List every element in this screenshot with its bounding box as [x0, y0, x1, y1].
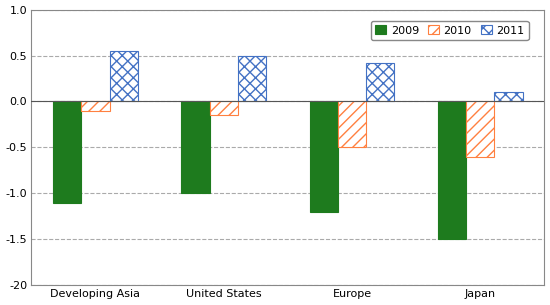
Legend: 2009, 2010, 2011: 2009, 2010, 2011 — [371, 21, 529, 40]
Bar — [338, 102, 366, 147]
Bar — [438, 102, 466, 239]
Bar — [238, 56, 266, 102]
Bar — [494, 92, 522, 102]
Bar — [182, 102, 210, 193]
Bar — [366, 63, 394, 102]
Bar — [210, 102, 238, 115]
Bar — [109, 51, 138, 102]
Bar — [53, 102, 81, 203]
Bar — [310, 102, 338, 212]
Bar — [466, 102, 494, 156]
Bar — [81, 102, 109, 111]
